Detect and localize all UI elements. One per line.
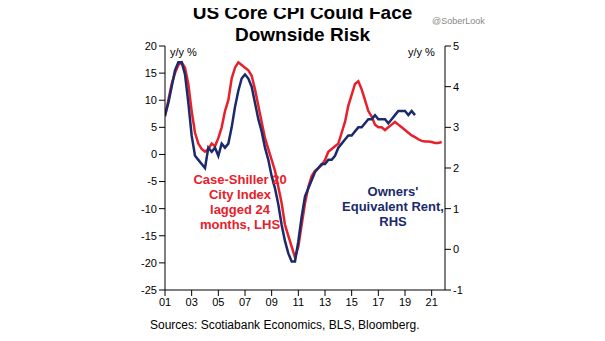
svg-text:1: 1 <box>453 203 459 215</box>
svg-text:05: 05 <box>212 296 224 308</box>
svg-text:03: 03 <box>186 296 198 308</box>
svg-text:13: 13 <box>319 296 331 308</box>
svg-text:10: 10 <box>145 94 157 106</box>
svg-text:19: 19 <box>399 296 411 308</box>
svg-text:3: 3 <box>453 121 459 133</box>
svg-text:17: 17 <box>372 296 384 308</box>
svg-text:4: 4 <box>453 81 459 93</box>
svg-text:21: 21 <box>426 296 438 308</box>
svg-text:-10: -10 <box>141 203 157 215</box>
svg-text:-20: -20 <box>141 257 157 269</box>
svg-text:5: 5 <box>151 121 157 133</box>
html-text:US Core CPI Could Face Downsid: US Core CPI Could Face Downside Risk <box>192 2 413 45</box>
svg-text:-15: -15 <box>141 230 157 242</box>
svg-text:20: 20 <box>145 40 157 52</box>
svg-text:09: 09 <box>266 296 278 308</box>
svg-text:15: 15 <box>346 296 358 308</box>
svg-text:-5: -5 <box>147 175 157 187</box>
html-text:@SoberLook: @SoberLook <box>432 16 485 26</box>
html-text:Sources: Scotiabank Economics,: Sources: Scotiabank Economics, BLS, Bloo… <box>150 318 420 332</box>
svg-text:5: 5 <box>453 40 459 52</box>
svg-text:0: 0 <box>151 148 157 160</box>
svg-text:0: 0 <box>453 243 459 255</box>
svg-text:2: 2 <box>453 162 459 174</box>
html-text:Owners' Equivalent Rent, RHS: Owners' Equivalent Rent, RHS <box>342 184 444 229</box>
html-text:y/y %: y/y % <box>408 46 435 58</box>
svg-text:-25: -25 <box>141 284 157 296</box>
html-text:y/y %: y/y % <box>170 46 197 58</box>
svg-text:11: 11 <box>293 296 304 308</box>
svg-text:-1: -1 <box>453 284 463 296</box>
svg-text:15: 15 <box>145 67 157 79</box>
svg-text:07: 07 <box>239 296 251 308</box>
html-text:Case-Shiller 20 City Index lag: Case-Shiller 20 City Index lagged 24 mon… <box>193 172 287 232</box>
svg-text:01: 01 <box>159 296 171 308</box>
